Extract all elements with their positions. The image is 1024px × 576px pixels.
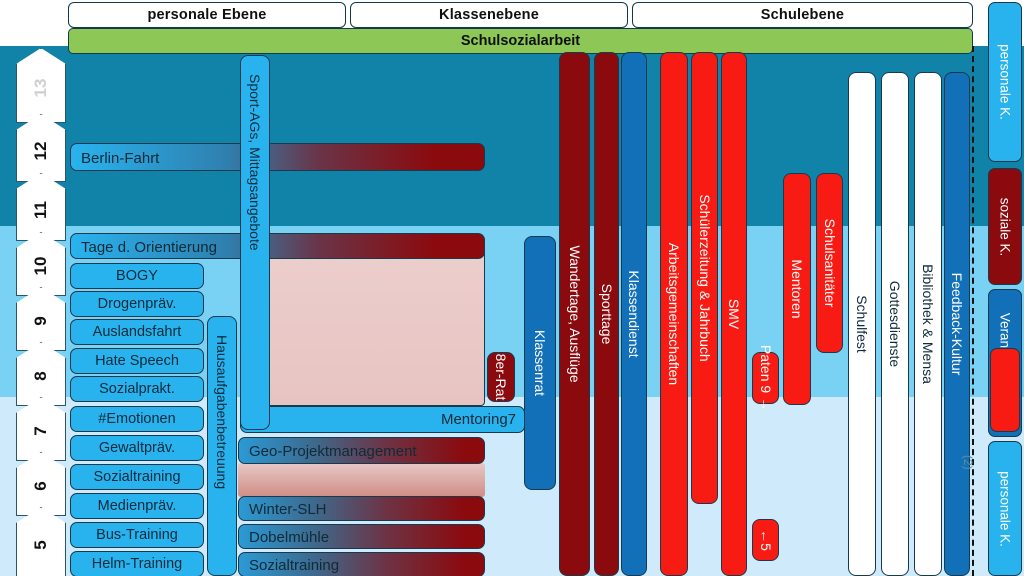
vertical-activity-bar[interactable]: Klassenrat [524, 236, 556, 490]
vertical-activity-label: Schulfest [854, 295, 870, 353]
vertical-activity-bar[interactable]: Schulfest [848, 72, 876, 576]
personal-button[interactable]: BOGY [70, 263, 204, 289]
personal-button[interactable]: Hate Speech [70, 348, 204, 374]
competence-label: personale K. [997, 44, 1013, 120]
grade-label: 7 [31, 426, 50, 437]
vertical-activity-bar[interactable]: ←5 [752, 519, 779, 561]
activity-bar[interactable]: Sozialtraining [238, 552, 485, 576]
grade-label: 5 [31, 540, 50, 550]
competence-note: (2) [961, 455, 975, 470]
personal-button[interactable]: Sozialtraining [70, 464, 204, 490]
vertical-activity-label: Bibliothek & Mensa [920, 264, 936, 384]
vertical-activity-label: Sport-AGs, Mittagsangebote [247, 74, 263, 251]
personal-button[interactable]: #Emotionen [70, 406, 204, 432]
personal-button[interactable]: Gewaltpräv. [70, 435, 204, 461]
activity-bar[interactable]: Winter-SLH [238, 496, 485, 521]
vertical-activity-bar[interactable]: Schülerzeitung & Jahrbuch [691, 52, 718, 504]
competence-label: personale K. [997, 470, 1013, 547]
vertical-activity-bar[interactable]: Feedback-Kultur [944, 72, 970, 576]
personal-button[interactable]: Helm-Training [70, 551, 204, 576]
competence-label: soziale K. [997, 197, 1013, 256]
vertical-activity-bar[interactable]: Klassendienst [621, 52, 647, 576]
activity-bar-label: Winter-SLH [249, 501, 327, 518]
grade-arrow-5: 5 [16, 507, 66, 576]
vertical-activity-bar[interactable]: Gottesdienste [881, 72, 909, 576]
vertical-activity-label: Mentoren [789, 259, 805, 319]
vertical-activity-label: 8er-Rat [493, 353, 509, 401]
activity-bar-label: Berlin-Fahrt [81, 149, 160, 167]
grade-label: 11 [31, 200, 50, 219]
vertical-activity-bar[interactable]: Hausaufgabenbetreuung [207, 316, 237, 576]
grade-arrow-12: 12 [16, 114, 66, 182]
vertical-activity-bar[interactable]: Mentoren [783, 173, 811, 405]
activity-bar-label: Sozialtraining [249, 557, 340, 574]
activity-bar[interactable]: Berlin-Fahrt [70, 143, 485, 171]
grade-label: 6 [31, 481, 50, 492]
competence-bar[interactable]: personale K. [988, 441, 1022, 576]
vertical-activity-label: ←5 [757, 529, 774, 551]
vertical-activity-bar[interactable]: SMV [721, 52, 747, 576]
vertical-activity-label: SMV [726, 298, 742, 330]
personal-button[interactable]: Drogenpräv. [70, 291, 204, 317]
personal-button[interactable]: Sozialprakt. [70, 376, 204, 402]
personal-button[interactable]: Medienpräv. [70, 493, 204, 519]
vertical-activity-label: Hausaufgabenbetreuung [214, 335, 230, 490]
personal-button[interactable]: Auslandsfahrt [70, 319, 204, 345]
activity-bar-label: Tage d. Orientierung [81, 238, 217, 256]
vertical-activity-label: Arbeitsgemeinschaften [666, 242, 682, 386]
mentoring-background-block [240, 236, 485, 406]
vertical-activity-bar[interactable]: Wandertage, Ausflüge [559, 52, 590, 576]
competence-divider [972, 46, 974, 576]
vertical-activity-label: Schülerzeitung & Jahrbuch [696, 194, 713, 362]
schulsozialarbeit-banner: Schulsozialarbeit [68, 28, 973, 54]
competence-bar[interactable]: soziale K. [988, 168, 1022, 285]
activity-bar-label: Dobelmühle [249, 529, 330, 546]
grade-label: 13 [31, 78, 50, 98]
vertical-activity-bar[interactable]: Sport-AGs, Mittagsangebote [240, 55, 270, 430]
vertical-activity-bar[interactable]: Sporttage [594, 52, 619, 576]
grade-label: 9 [31, 316, 50, 327]
secondary-background-block [238, 463, 485, 497]
competence-bar[interactable]: personale K. [988, 2, 1022, 162]
vertical-activity-label: Wandertage, Ausflüge [566, 245, 583, 383]
level-chip-0[interactable]: personale Ebene [68, 2, 346, 28]
grade-label: 12 [31, 141, 50, 161]
competence-overlay [990, 348, 1020, 432]
activity-bar-label: Geo-Projektmanagement [249, 443, 417, 460]
activity-bar[interactable]: Tage d. Orientierung [70, 233, 485, 259]
activity-bar[interactable]: Dobelmühle [238, 524, 485, 549]
vertical-activity-bar[interactable]: Schulsanitäter [816, 173, 843, 353]
vertical-activity-label: Paten 9 → [757, 344, 774, 412]
vertical-activity-bar[interactable]: Paten 9 → [752, 345, 779, 411]
grade-label: 8 [31, 371, 50, 382]
mentoring-label: Mentoring7 [440, 411, 516, 428]
vertical-activity-bar[interactable]: Arbeitsgemeinschaften [660, 52, 688, 576]
personal-button[interactable]: Bus-Training [70, 522, 204, 548]
grade-label: 10 [31, 257, 50, 276]
vertical-activity-label: Feedback-Kultur [949, 272, 965, 376]
grade-arrow-11: 11 [16, 173, 66, 241]
grade-arrow-10: 10 [16, 232, 66, 296]
vertical-activity-label: Klassenrat [532, 329, 548, 397]
vertical-activity-label: Gottesdienste [887, 280, 903, 368]
vertical-activity-label: Klassendienst [626, 270, 642, 358]
vertical-activity-bar[interactable]: 8er-Rat [487, 352, 515, 402]
level-chip-2[interactable]: Schulebene [632, 2, 973, 28]
mentoring-pill[interactable]: Mentoring7 [240, 406, 525, 433]
vertical-activity-label: Schulsanitäter [821, 218, 838, 308]
vertical-activity-bar[interactable]: Bibliothek & Mensa [914, 72, 942, 576]
level-chip-1[interactable]: Klassenebene [350, 2, 628, 28]
vertical-activity-label: Sporttage [598, 283, 615, 345]
grade-arrow-13: 13 [16, 48, 66, 123]
activity-bar[interactable]: Geo-Projektmanagement [238, 437, 485, 464]
